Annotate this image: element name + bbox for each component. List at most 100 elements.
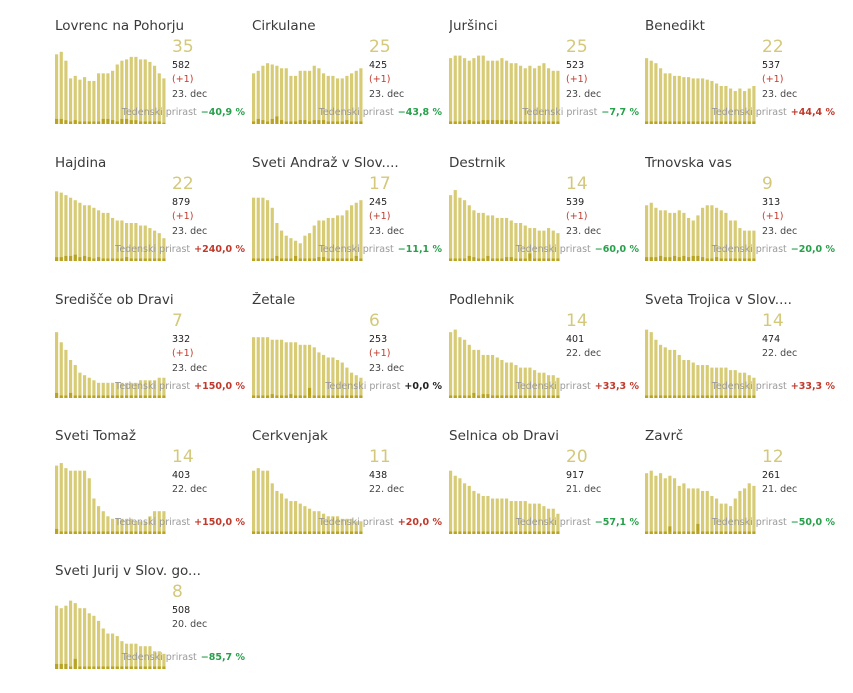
- new-cases-bar: [354, 531, 358, 534]
- municipality-card[interactable]: Sveti Andraž v Slov.... 17 245 (+1) 23. dec T…: [252, 155, 448, 285]
- new-cases-bar: [701, 257, 705, 261]
- new-cases-bar: [157, 395, 161, 398]
- active-cases-bar: [738, 88, 742, 124]
- active-cases-bar: [696, 365, 700, 398]
- active-cases-bar: [724, 367, 728, 398]
- active-cases-bar: [64, 60, 68, 124]
- new-cases-bar: [55, 257, 59, 261]
- new-cases-bar: [729, 531, 733, 534]
- municipality-card[interactable]: Sveti Tomaž 14 403 22. dec Tedenski prirast +…: [55, 428, 251, 558]
- municipality-card[interactable]: Podlehnik 14 401 22. dec Tedenski prirast +33…: [449, 292, 645, 422]
- municipality-card[interactable]: Sveta Trojica v Slov.... 14 474 22. dec Tede…: [645, 292, 841, 422]
- new-cases-bar: [326, 121, 330, 124]
- active-cases-bar: [115, 220, 119, 261]
- active-cases-value: 25: [566, 37, 588, 57]
- new-cases-bar: [752, 258, 756, 261]
- weekly-growth-label: Tedenski prirast: [711, 517, 787, 528]
- municipality-card[interactable]: Sveti Jurij v Slov. go... 8 508 20. dec Tede…: [55, 563, 251, 693]
- new-cases-bar: [668, 257, 672, 261]
- municipality-card[interactable]: Destrnik 14 539 (+1) 23. dec Tedenski prirast…: [449, 155, 645, 285]
- new-cases-bar: [298, 395, 302, 398]
- new-cases-bar: [449, 531, 453, 534]
- new-cases-bar: [55, 392, 59, 398]
- new-cases-bar: [266, 531, 270, 534]
- active-cases-bar: [514, 501, 518, 534]
- new-cases-bar: [111, 258, 115, 261]
- municipality-card[interactable]: Cerkvenjak 11 438 22. dec Tedenski prirast +2…: [252, 428, 448, 558]
- municipality-card[interactable]: Zavrč 12 261 21. dec Tedenski prirast −50,0 %: [645, 428, 841, 558]
- new-cases-bar: [542, 395, 546, 398]
- new-cases-bar: [125, 395, 129, 398]
- active-cases-bar: [106, 212, 110, 261]
- active-cases-bar: [120, 60, 124, 124]
- municipality-card[interactable]: Benedikt 22 537 (+1) 23. dec Tedenski prirast…: [645, 18, 841, 148]
- new-cases-bar: [64, 531, 68, 534]
- new-cases-bar: [308, 121, 312, 124]
- active-cases-bar: [682, 360, 686, 398]
- active-cases-bar: [345, 210, 349, 261]
- weekly-growth-value: +150,0 %: [194, 381, 245, 392]
- active-cases-bar: [752, 86, 756, 124]
- new-cases-bar: [533, 258, 537, 261]
- active-cases-bar: [663, 347, 667, 398]
- new-cases-bar: [129, 120, 133, 124]
- active-cases-bar: [73, 365, 77, 398]
- active-cases-bar: [69, 600, 73, 669]
- active-cases-bar: [715, 498, 719, 534]
- new-cases-bar: [523, 531, 527, 534]
- new-cases-bar: [359, 121, 363, 124]
- active-cases-bar: [752, 377, 756, 398]
- active-cases-bar: [280, 230, 284, 261]
- municipality-card[interactable]: Selnica ob Dravi 20 917 21. dec Tedenski pri…: [449, 428, 645, 558]
- active-cases-bar: [322, 513, 326, 534]
- new-cases-bar: [312, 120, 316, 124]
- new-cases-bar: [738, 395, 742, 398]
- new-cases-bar: [83, 666, 87, 669]
- new-cases-bar: [326, 258, 330, 261]
- new-cases-bar: [458, 531, 462, 534]
- new-cases-bar: [719, 121, 723, 124]
- new-cases-bar: [78, 666, 82, 669]
- active-cases-bar: [157, 233, 161, 261]
- active-cases-bar: [92, 380, 96, 398]
- active-cases-bar: [505, 362, 509, 398]
- active-cases-bar: [505, 60, 509, 124]
- municipality-card[interactable]: Trnovska vas 9 313 (+1) 23. dec Tedenski prir…: [645, 155, 841, 285]
- municipality-card[interactable]: Cirkulane 25 425 (+1) 23. dec Tedenski priras…: [252, 18, 448, 148]
- active-cases-bar: [547, 375, 551, 398]
- total-cases-value: 539: [566, 197, 585, 208]
- new-cases-bar: [87, 531, 91, 534]
- new-cases-bar: [162, 531, 166, 534]
- new-cases-bar: [523, 258, 527, 261]
- active-cases-bar: [528, 65, 532, 124]
- new-cases-bar: [463, 395, 467, 398]
- new-cases-bar: [261, 531, 265, 534]
- new-cases-bar: [322, 257, 326, 261]
- municipality-card[interactable]: Hajdina 22 879 (+1) 23. dec Tedenski prirast +…: [55, 155, 251, 285]
- municipality-card[interactable]: Lovrenc na Pohorju 35 582 (+1) 23. dec Tedens…: [55, 18, 251, 148]
- new-cases-bar: [738, 258, 742, 261]
- new-cases-bar: [673, 531, 677, 534]
- municipality-card[interactable]: Središče ob Dravi 7 332 (+1) 23. dec Tedenski…: [55, 292, 251, 422]
- new-cases-bar: [340, 531, 344, 534]
- active-cases-bar: [654, 207, 658, 261]
- new-cases-bar: [92, 258, 96, 261]
- active-cases-bar: [55, 332, 59, 398]
- active-cases-bar: [551, 375, 555, 398]
- new-cases-bar: [312, 258, 316, 261]
- new-cases-bar: [350, 121, 354, 124]
- active-cases-bar: [134, 521, 138, 534]
- municipality-card[interactable]: Juršinci 25 523 (+1) 23. dec Tedenski prirast…: [449, 18, 645, 148]
- active-cases-bar: [55, 191, 59, 261]
- weekly-growth-value: +150,0 %: [194, 517, 245, 528]
- municipality-card[interactable]: Žetale 6 253 (+1) 23. dec Tedenski prirast +0,…: [252, 292, 448, 422]
- active-cases-bar: [157, 511, 161, 534]
- active-cases-bar: [59, 51, 63, 124]
- active-cases-bar: [129, 382, 133, 398]
- weekly-growth-value: −7,7 %: [601, 107, 639, 118]
- active-cases-bar: [298, 243, 302, 261]
- new-cases-bar: [252, 258, 256, 261]
- active-cases-bar: [153, 511, 157, 534]
- active-cases-bar: [491, 354, 495, 398]
- weekly-growth-value: +33,3 %: [790, 381, 835, 392]
